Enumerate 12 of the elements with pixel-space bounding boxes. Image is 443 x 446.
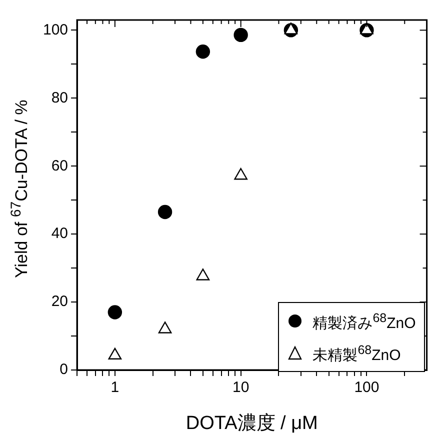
x-tick-label: 100 (354, 379, 380, 396)
y-tick-label: 100 (42, 21, 68, 38)
y-tick-label: 0 (60, 361, 68, 378)
y-tick-label: 20 (51, 293, 68, 310)
y-tick-label: 80 (51, 89, 68, 106)
y-tick-label: 40 (51, 225, 68, 242)
x-tick-label: 1 (110, 379, 120, 396)
x-axis-title: DOTA濃度 / μM (184, 412, 319, 436)
x-tick-label: 10 (232, 379, 250, 396)
legend-label: 未精製$^{68}$ZnO (312, 342, 401, 366)
y-tick-label: 60 (51, 157, 68, 174)
legend-label: 精製済み$^{68}$ZnO (312, 310, 416, 334)
